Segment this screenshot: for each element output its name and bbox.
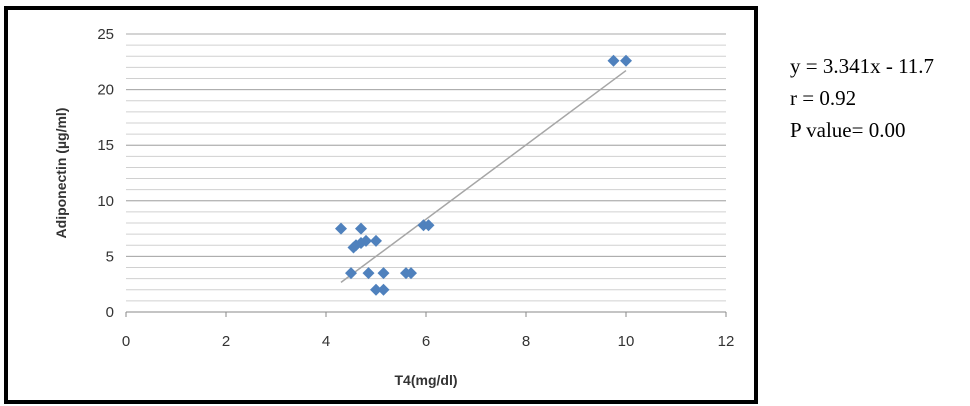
regression-stats: y = 3.341x - 11.7 r = 0.92 P value= 0.00	[790, 50, 934, 146]
data-point	[422, 219, 435, 232]
data-point	[362, 267, 375, 280]
p-value: P value= 0.00	[790, 118, 906, 142]
x-tick-label: 8	[522, 333, 530, 350]
data-point	[607, 54, 620, 67]
x-tick-label: 12	[718, 333, 735, 350]
x-tick-label: 4	[322, 333, 330, 350]
y-tick-label: 20	[97, 82, 114, 99]
x-tick-label: 10	[618, 333, 635, 350]
y-axis-title: Adiponectin (µg/ml)	[53, 108, 69, 239]
data-point	[355, 222, 367, 235]
data-point	[335, 222, 347, 235]
data-point	[377, 283, 390, 296]
regression-equation: y = 3.341x - 11.7	[790, 54, 935, 78]
chart-frame: 0 5 10 15 20 25 0 2 4 6 8 10 12 T4(mg/dl) Adiponectin …	[4, 6, 758, 404]
x-tick-label: 0	[122, 333, 130, 350]
data-point	[620, 54, 632, 67]
x-tick-label: 2	[222, 333, 230, 350]
x-axis-title: T4(mg/dl)	[395, 372, 458, 388]
correlation-coefficient: r = 0.92	[790, 86, 857, 110]
y-tick-label: 0	[106, 304, 114, 321]
data-point	[370, 283, 382, 296]
data-point	[405, 267, 417, 280]
y-tick-label: 15	[97, 137, 114, 154]
data-point	[345, 267, 357, 280]
data-point	[377, 267, 390, 280]
y-tick-label: 10	[97, 193, 114, 210]
data-point	[370, 234, 382, 247]
data-point	[360, 234, 372, 247]
scatter-chart: 0 5 10 15 20 25 0 2 4 6 8 10 12 T4(mg/dl) Adiponectin …	[53, 26, 735, 388]
x-tick-label: 6	[422, 333, 430, 350]
y-tick-label: 5	[106, 248, 114, 265]
trendline	[340, 69, 627, 283]
y-tick-label: 25	[97, 26, 114, 43]
